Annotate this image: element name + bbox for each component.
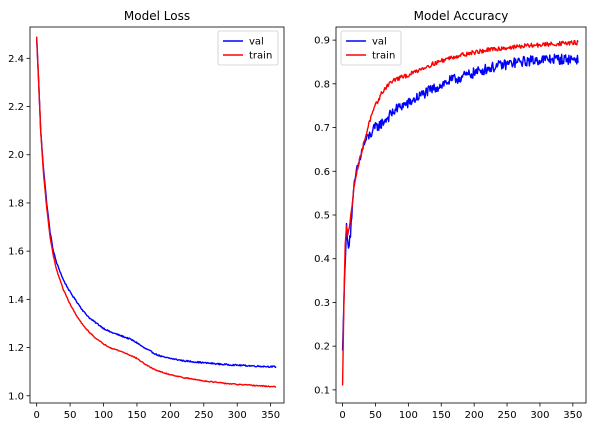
y-tick-label: 0.3 bbox=[314, 298, 330, 309]
x-tick-label: 200 bbox=[465, 410, 484, 421]
y-tick-label: 1.4 bbox=[8, 295, 24, 306]
x-tick-label: 350 bbox=[261, 410, 280, 421]
legend-label-train: train bbox=[249, 51, 272, 62]
y-tick-label: 0.4 bbox=[314, 254, 330, 265]
x-tick-label: 50 bbox=[369, 410, 382, 421]
series-line-train bbox=[341, 39, 579, 386]
y-tick-label: 2.4 bbox=[8, 54, 24, 65]
x-tick-label: 350 bbox=[563, 410, 582, 421]
x-tick-label: 100 bbox=[94, 410, 113, 421]
y-tick-label: 0.2 bbox=[314, 342, 330, 353]
y-tick-label: 0.9 bbox=[314, 36, 330, 47]
x-tick-label: 100 bbox=[399, 410, 418, 421]
y-tick-label: 1.8 bbox=[8, 198, 24, 209]
legend-label-val: val bbox=[372, 37, 387, 48]
x-tick-label: 200 bbox=[161, 410, 180, 421]
x-tick-label: 150 bbox=[127, 410, 146, 421]
x-tick-label: 50 bbox=[64, 410, 77, 421]
legend-frame bbox=[340, 30, 402, 66]
y-tick-label: 0.8 bbox=[314, 79, 330, 90]
x-tick-label: 250 bbox=[194, 410, 213, 421]
y-tick-label: 0.6 bbox=[314, 167, 330, 178]
axes-frame bbox=[335, 26, 587, 404]
chart-panel-1: Model Accuracy 0 50 100 150 200 250 300 350 0.1 0.… bbox=[314, 9, 587, 421]
x-tick-label: 0 bbox=[339, 410, 345, 421]
axes-frame bbox=[29, 26, 285, 404]
x-tick-label: 150 bbox=[432, 410, 451, 421]
y-tick-label: 2.2 bbox=[8, 102, 24, 113]
chart-title: Model Accuracy bbox=[414, 9, 509, 23]
y-tick-label: 1.2 bbox=[8, 343, 24, 354]
legend-label-val: val bbox=[249, 37, 264, 48]
series-line-val bbox=[35, 39, 277, 369]
y-tick-label: 0.7 bbox=[314, 123, 330, 134]
x-tick-label: 250 bbox=[498, 410, 517, 421]
y-tick-label: 1.0 bbox=[8, 391, 24, 402]
series-line-val bbox=[341, 53, 579, 351]
legend-label-train: train bbox=[372, 51, 395, 62]
series-line-train bbox=[35, 36, 277, 388]
chart-panel-0: Model Loss 0 50 100 150 200 250 300 350 1.0 1.2 1.4… bbox=[8, 9, 285, 421]
x-tick-label: 300 bbox=[228, 410, 247, 421]
x-tick-label: 0 bbox=[33, 410, 39, 421]
y-tick-label: 1.6 bbox=[8, 247, 24, 258]
legend-frame bbox=[217, 30, 279, 66]
legend: val train bbox=[340, 30, 402, 66]
y-tick-label: 0.5 bbox=[314, 211, 330, 222]
y-tick-label: 0.1 bbox=[314, 385, 330, 396]
x-tick-label: 300 bbox=[530, 410, 549, 421]
legend: val train bbox=[217, 30, 279, 66]
chart-title: Model Loss bbox=[124, 9, 190, 23]
y-tick-label: 2.0 bbox=[8, 150, 24, 161]
